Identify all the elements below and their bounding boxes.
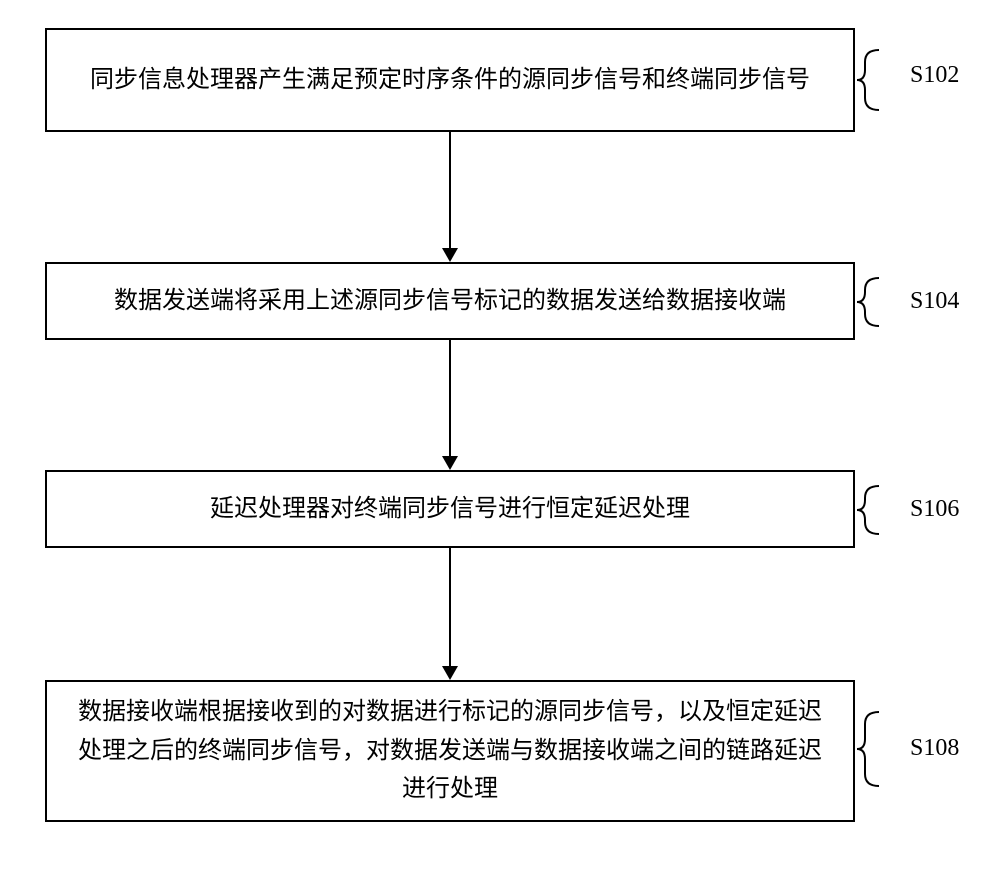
- arrow-head-0: [442, 248, 458, 262]
- step-box-s104: 数据发送端将采用上述源同步信号标记的数据发送给数据接收端: [45, 262, 855, 340]
- brace-s106: [857, 486, 885, 534]
- brace-s104: [857, 278, 885, 326]
- step-label-s108: S108: [910, 735, 959, 762]
- flowchart-canvas: 同步信息处理器产生满足预定时序条件的源同步信号和终端同步信号 S102 数据发送端将…: [0, 0, 1000, 886]
- step-box-s106: 延迟处理器对终端同步信号进行恒定延迟处理: [45, 470, 855, 548]
- step-box-s108: 数据接收端根据接收到的对数据进行标记的源同步信号，以及恒定延迟处理之后的终端同步…: [45, 680, 855, 822]
- step-text-s108: 数据接收端根据接收到的对数据进行标记的源同步信号，以及恒定延迟处理之后的终端同步…: [67, 693, 833, 808]
- arrow-head-1: [442, 456, 458, 470]
- arrow-line-1: [449, 340, 451, 456]
- arrow-head-2: [442, 666, 458, 680]
- step-label-s106: S106: [910, 496, 959, 523]
- brace-s102: [857, 50, 885, 110]
- arrow-line-2: [449, 548, 451, 666]
- step-text-s106: 延迟处理器对终端同步信号进行恒定延迟处理: [210, 490, 690, 528]
- step-box-s102: 同步信息处理器产生满足预定时序条件的源同步信号和终端同步信号: [45, 28, 855, 132]
- step-label-s104: S104: [910, 288, 959, 315]
- step-text-s102: 同步信息处理器产生满足预定时序条件的源同步信号和终端同步信号: [90, 61, 810, 99]
- step-text-s104: 数据发送端将采用上述源同步信号标记的数据发送给数据接收端: [114, 282, 786, 320]
- brace-s108: [857, 712, 885, 786]
- arrow-line-0: [449, 132, 451, 248]
- step-label-s102: S102: [910, 62, 959, 89]
